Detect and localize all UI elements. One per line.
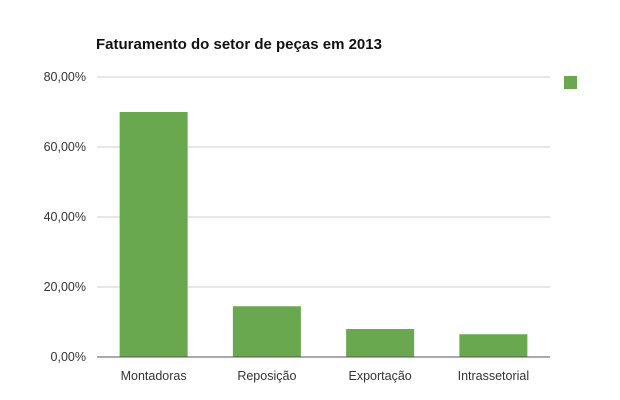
x-tick-label: Montadoras <box>121 369 187 383</box>
y-tick-label: 40,00% <box>44 210 86 224</box>
legend-swatch <box>564 76 577 89</box>
y-tick-label: 0,00% <box>51 350 86 364</box>
bar-exportação <box>346 329 415 357</box>
y-tick-label: 20,00% <box>44 280 86 294</box>
chart-title: Faturamento do setor de peças em 2013 <box>96 36 382 53</box>
x-tick-label: Reposição <box>237 369 296 383</box>
x-tick-label: Exportação <box>349 369 412 383</box>
y-tick-label: 80,00% <box>44 70 86 84</box>
bar-intrassetorial <box>459 334 528 357</box>
bar-montadoras <box>119 112 188 357</box>
x-tick-label: Intrassetorial <box>458 369 530 383</box>
y-tick-label: 60,00% <box>44 140 86 154</box>
bar-reposição <box>232 306 301 357</box>
